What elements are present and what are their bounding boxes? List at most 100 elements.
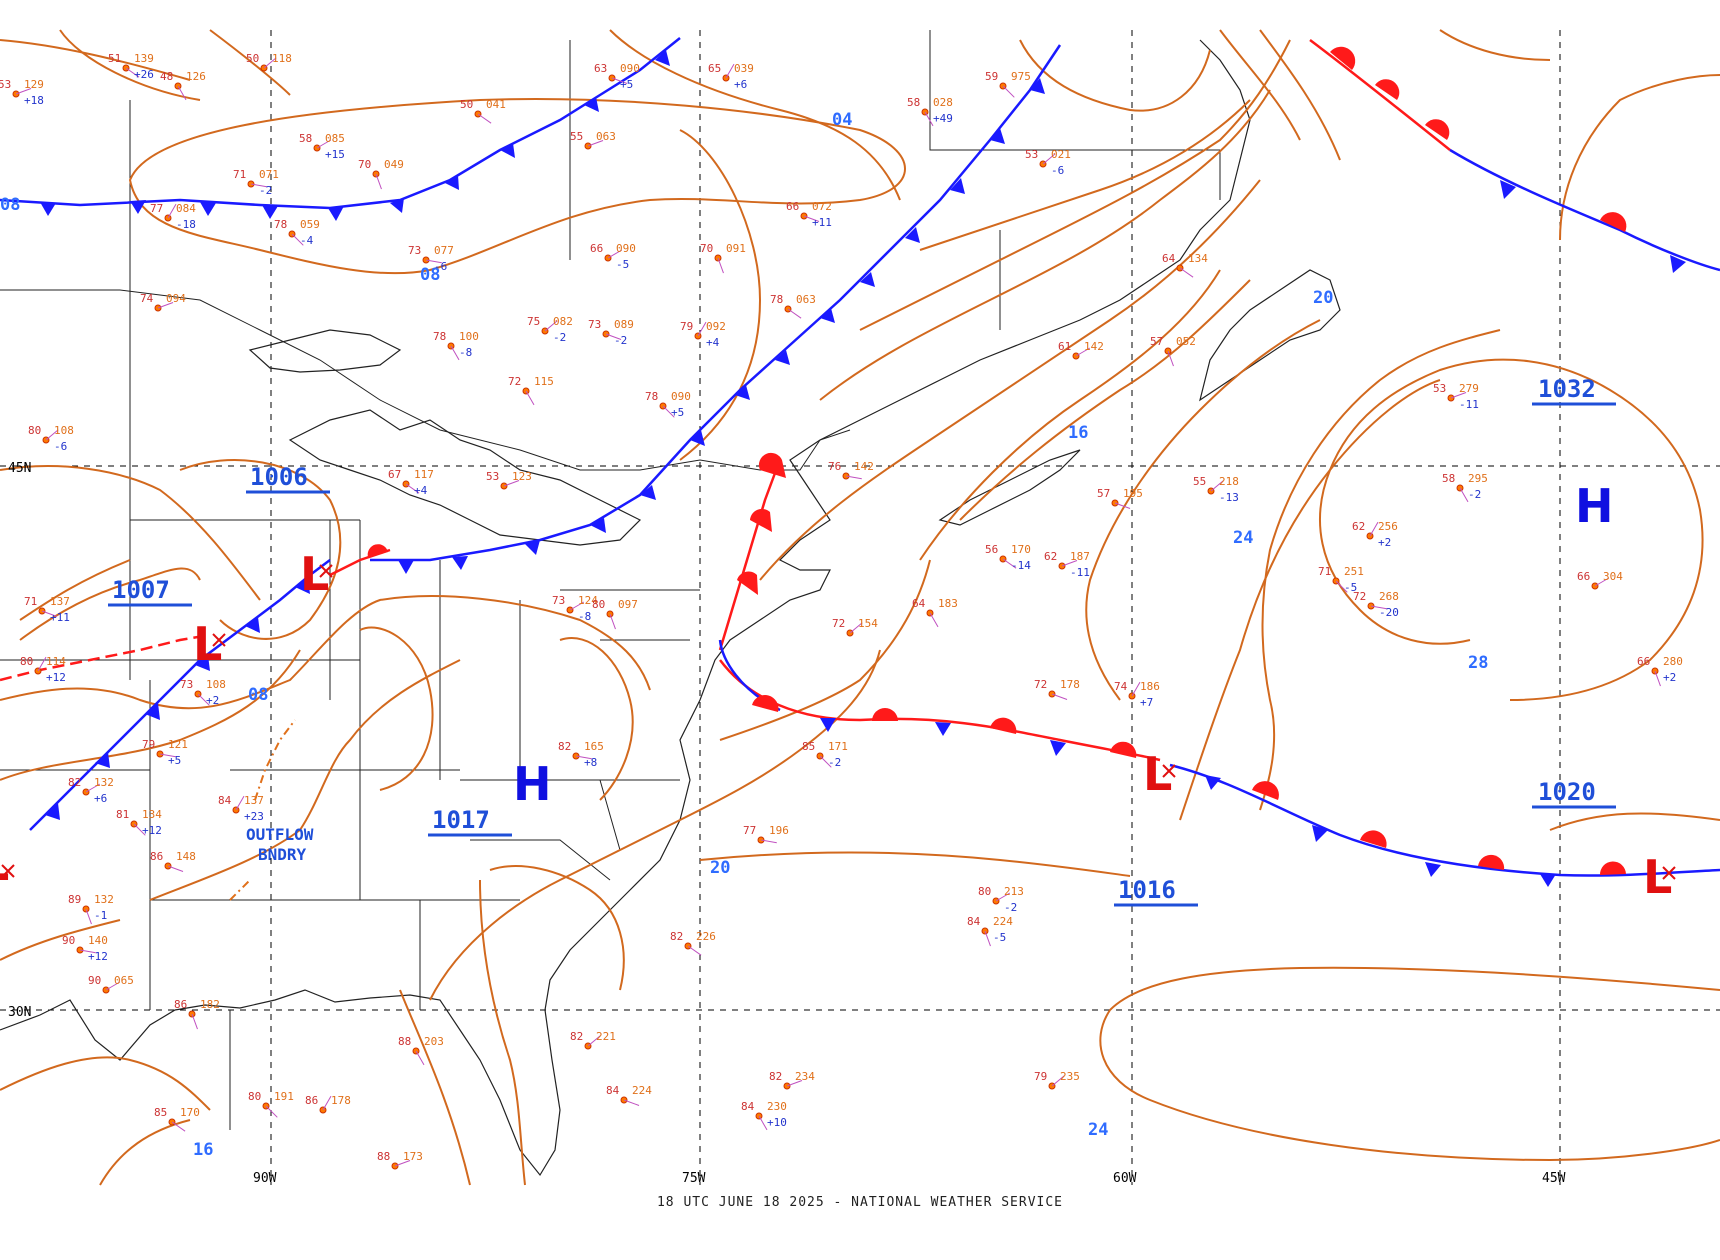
station-plot: 77 084 -18	[150, 202, 196, 231]
station-pressure: 089	[614, 318, 634, 331]
station-pressure: 213	[1004, 885, 1024, 898]
wind-barb	[79, 949, 96, 954]
low-center-label: L	[0, 837, 9, 891]
station-plot: 50 118	[246, 52, 292, 72]
map-footer-caption: 18 UTC JUNE 18 2025 - NATIONAL WEATHER S…	[656, 1195, 1064, 1210]
station-plot: 79 235	[1034, 1070, 1080, 1090]
station-temperature: 63	[594, 62, 607, 75]
station-plot: 58 085 +15	[299, 132, 345, 161]
station-plot: 62 187 -11	[1044, 550, 1090, 579]
station-plot: 71 137 +11	[24, 595, 70, 624]
station-pressure: 251	[1344, 565, 1364, 578]
wind-barb	[1179, 267, 1194, 278]
station-pressure: 230	[767, 1100, 787, 1113]
station-pressure-tendency: +23	[244, 810, 264, 823]
station-pressure: 059	[300, 218, 320, 231]
station-plot: 81 134 +12	[116, 808, 162, 837]
wind-barb	[1450, 392, 1467, 399]
central-pressure-value: 1016	[1118, 876, 1176, 904]
wind-barb	[197, 693, 210, 706]
station-temperature: 61	[1058, 340, 1071, 353]
station-pressure: 224	[632, 1084, 652, 1097]
station-plot: 51 139 +26	[108, 52, 154, 81]
station-temperature: 48	[160, 70, 173, 83]
station-temperature: 50	[460, 98, 473, 111]
station-temperature: 72	[1034, 678, 1047, 691]
station-plot: 80 097	[592, 598, 638, 630]
wind-barb	[587, 140, 604, 147]
station-temperature: 78	[433, 330, 446, 343]
station-temperature: 71	[24, 595, 37, 608]
station-temperature: 79	[1034, 1070, 1047, 1083]
wind-barb	[1369, 521, 1379, 537]
station-plot: 82 132 +6	[68, 776, 114, 805]
station-temperature: 70	[358, 158, 371, 171]
wind-barb	[611, 77, 628, 84]
station-pressure: 137	[244, 794, 264, 807]
station-plot: 85 171 -2	[802, 740, 848, 769]
state-lines	[0, 100, 700, 1130]
station-plot: 82 165 +8	[558, 740, 604, 769]
station-pressure: 132	[94, 893, 114, 906]
station-pressure: 173	[403, 1150, 423, 1163]
wind-barb	[177, 85, 187, 101]
wind-barb	[717, 257, 724, 274]
outflow-boundary: OUTFLOW BNDRY	[229, 719, 314, 901]
us-canada-border	[0, 289, 851, 471]
wind-barb	[1654, 670, 1661, 687]
station-plot: 74 186 +7	[1114, 680, 1160, 709]
station-pressure: 065	[114, 974, 134, 987]
station-pressure: 279	[1459, 382, 1479, 395]
wind-barb	[265, 1105, 278, 1118]
isobar-labels: 04 08 08 08 16 20 20 24 24 28 16 24	[0, 110, 1488, 1160]
station-temperature: 66	[1577, 570, 1590, 583]
station-pressure: 134	[142, 808, 162, 821]
station-temperature: 58	[907, 96, 920, 109]
station-pressure-tendency: +7	[1140, 696, 1153, 709]
wind-barb	[697, 321, 707, 337]
station-temperature: 57	[1097, 487, 1110, 500]
station-pressure: 226	[696, 930, 716, 943]
station-pressure: 129	[24, 78, 44, 91]
station-plot: 75 082 -2	[527, 315, 573, 344]
station-temperature: 55	[570, 130, 583, 143]
station-pressure: 132	[94, 776, 114, 789]
wind-barb	[569, 601, 585, 611]
station-temperature: 90	[62, 934, 75, 947]
station-pressure: 085	[325, 132, 345, 145]
front-ne-atlantic-blue	[1449, 148, 1720, 272]
wind-barb	[1167, 350, 1174, 367]
station-pressure-tendency: -2	[1468, 488, 1481, 501]
stationary-front-atlantic-red	[719, 659, 1161, 762]
wind-barb	[263, 57, 277, 69]
station-pressure: 256	[1378, 520, 1398, 533]
station-plot: 73 089 -2	[588, 318, 634, 347]
wind-barb	[85, 908, 92, 925]
low-center-x-marks	[1, 564, 1676, 880]
station-pressure: 097	[618, 598, 638, 611]
station-temperature: 86	[174, 998, 187, 1011]
isobar-label: 24	[1233, 528, 1253, 548]
station-pressure-tendency: +2	[1663, 671, 1676, 684]
station-pressure-tendency: +6	[734, 78, 747, 91]
wind-barb	[929, 612, 939, 628]
station-temperature: 53	[486, 470, 499, 483]
wind-barb	[984, 930, 991, 947]
central-pressure-value: 1020	[1538, 778, 1596, 806]
station-pressure-tendency: -18	[176, 218, 196, 231]
station-plot: 84 230 +10	[741, 1100, 787, 1131]
station-pressure: 170	[1011, 543, 1031, 556]
cold-front-north-triangles	[40, 50, 670, 221]
station-temperature: 74	[140, 292, 154, 305]
station-pressure: 142	[1084, 340, 1104, 353]
station-pressure-tendency: -14	[1011, 559, 1031, 572]
station-pressure-tendency: +8	[584, 756, 597, 769]
station-temperature: 80	[20, 655, 33, 668]
station-plot: 78 100 -8	[433, 330, 479, 361]
latitude-label: 30N	[8, 1005, 31, 1020]
station-pressure-tendency: +15	[325, 148, 345, 161]
station-pressure-tendency: -2	[1004, 901, 1017, 914]
station-plot: 55 218 -13	[1193, 475, 1239, 504]
station-plot: 73 124 -8	[552, 594, 598, 623]
